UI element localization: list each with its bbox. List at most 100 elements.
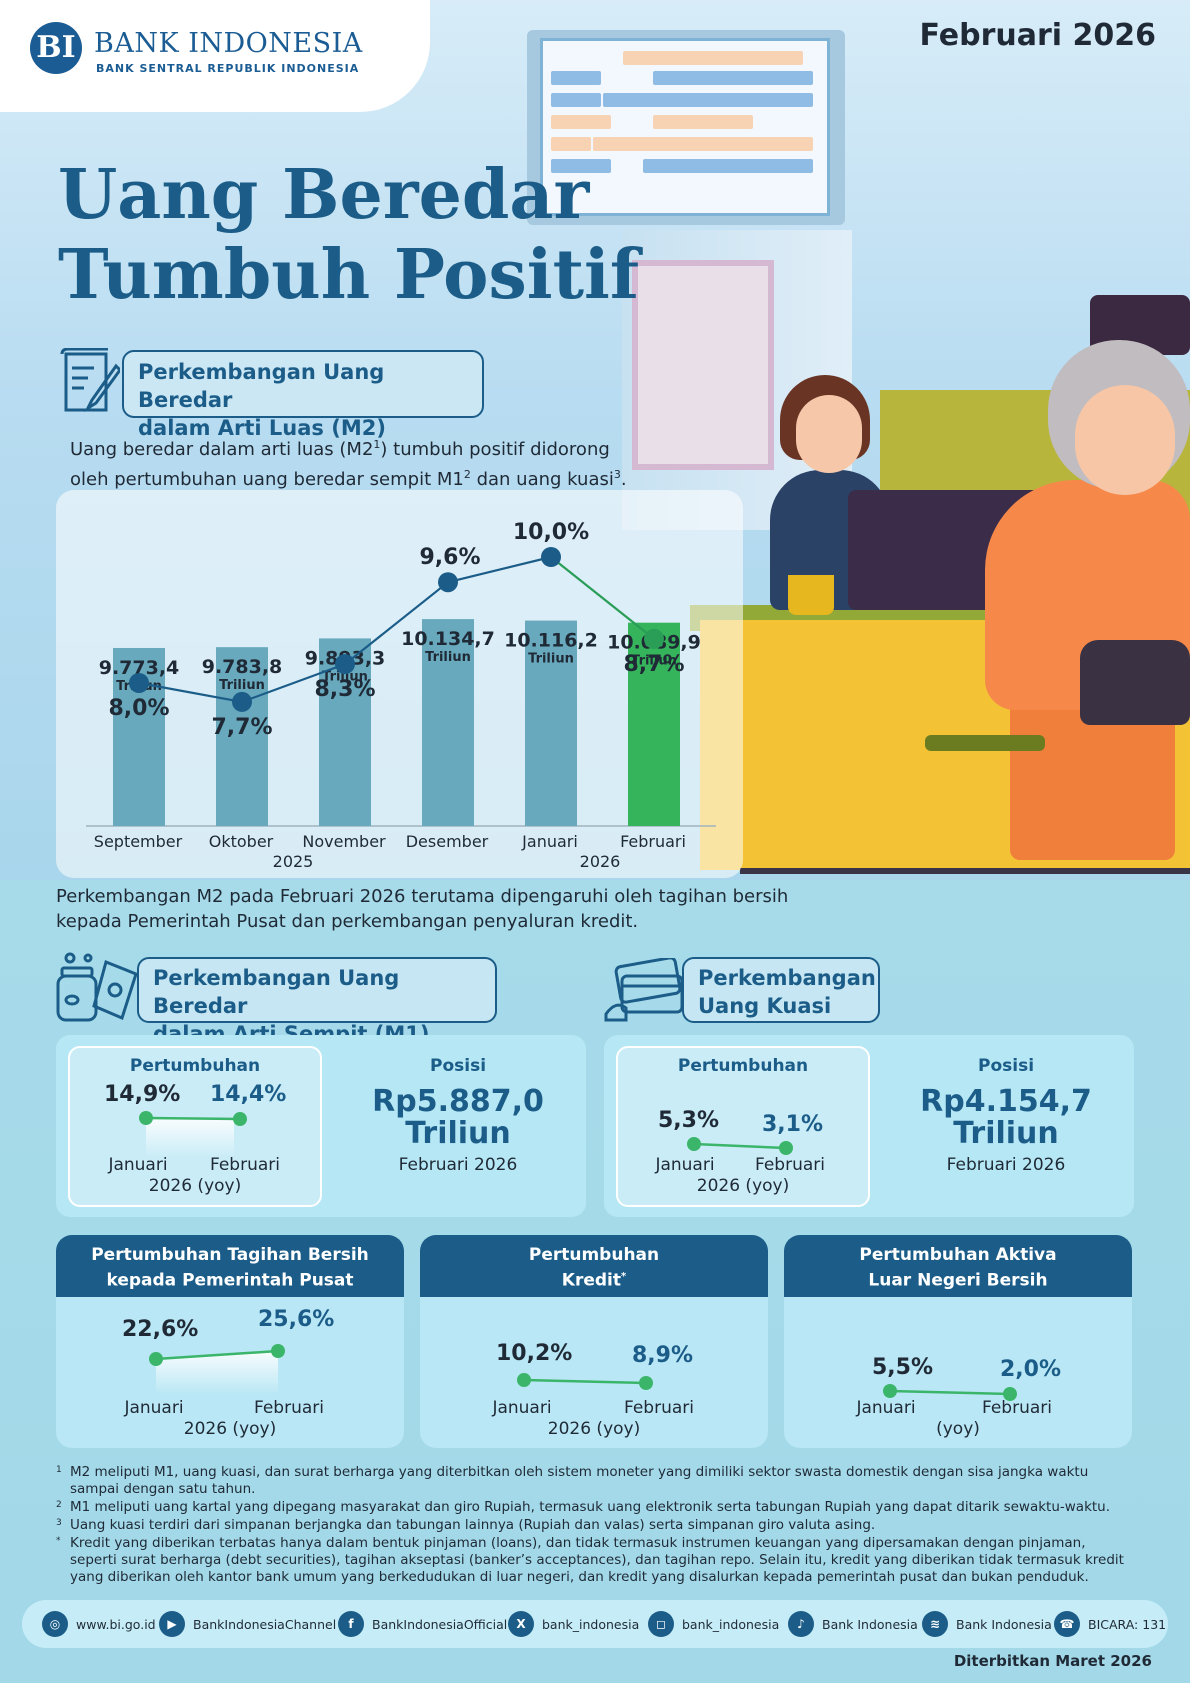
handbag-illustration (1080, 640, 1190, 725)
growth-point-oktober (232, 691, 252, 712)
m1-section-heading: Perkembangan Uang Beredar dalam Arti Sem… (137, 957, 497, 1046)
queue-monitor-screen (540, 38, 830, 216)
footnote-text: Kredit yang diberikan terbatas hanya dal… (70, 1535, 1124, 1585)
growth-point-februari (644, 628, 664, 649)
sparkline-line (889, 1389, 1011, 1396)
bar-januari (525, 620, 577, 826)
teller-face-illustration (796, 395, 862, 473)
social-label: Bank Indonesia (822, 1616, 918, 1632)
m2-heading-line-1: Perkembangan Uang Beredar (138, 360, 385, 412)
x-tick-label: September (94, 832, 183, 851)
bar-oktober (216, 647, 268, 826)
m1-position-period: Februari 2026 (398, 1155, 518, 1175)
money-jar-icon (56, 952, 138, 1022)
sparkline-line (523, 1378, 647, 1385)
m2-summary-text: Perkembangan M2 pada Februari 2026 terut… (56, 884, 856, 934)
footnote-3: 3 Uang kuasi terdiri dari simpanan berjan… (56, 1517, 1136, 1534)
bar-value-label: 9.773,4 (99, 657, 180, 679)
driver-value-january: 22,6% (122, 1317, 199, 1342)
growth-line-segment (138, 681, 243, 703)
x-tick-label: November (302, 832, 386, 851)
footnote-1: 1 M2 meliputi M1, uang kuasi, dan surat b… (56, 1464, 1136, 1498)
chair-illustration (925, 735, 1045, 751)
footnote-mark: 2 (56, 1500, 62, 1510)
instagram-icon: ◻ (648, 1611, 674, 1637)
driver-value-january: 5,5% (872, 1355, 934, 1380)
driver-period-note: 2026 (yoy) (547, 1419, 641, 1439)
driver-period-note: 2026 (yoy) (183, 1419, 277, 1439)
footnote-mark: 1 (56, 1465, 62, 1475)
bar-unit-label: Triliun (631, 654, 677, 669)
social-label: bank_indonesia (542, 1616, 640, 1632)
social-link-youtube[interactable]: ▶ BankIndonesiaChannel (159, 1611, 336, 1637)
kuasi-position-label: Posisi (977, 1056, 1035, 1076)
bar-value-label: 9.783,8 (202, 656, 283, 678)
sparkline-point-january (139, 1111, 153, 1125)
bar-desember (422, 619, 474, 826)
driver-card-government-claims: Pertumbuhan Tagihan Bersih kepada Pemeri… (56, 1235, 404, 1448)
m1-growth-january: 14,9% (104, 1082, 181, 1107)
m1-month-january: Januari (108, 1155, 168, 1175)
kuasi-growth-card (616, 1046, 870, 1207)
social-label: BankIndonesiaOfficial (372, 1616, 508, 1632)
driver-value-january: 10,2% (496, 1341, 573, 1366)
report-period: Februari 2026 (919, 18, 1156, 53)
driver-value-february: 2,0% (1000, 1357, 1062, 1382)
driver-month-february: Februari (254, 1398, 324, 1418)
footnotes: 1 M2 meliputi M1, uang kuasi, dan surat b… (56, 1464, 1136, 1587)
bar-unit-label: Triliun (322, 669, 368, 684)
growth-point-september (129, 673, 149, 693)
m2-intro-part: . (620, 469, 627, 490)
growth-point-januari (541, 547, 561, 567)
bar-value-label: 10.116,2 (504, 630, 598, 652)
social-link-facebook[interactable]: f BankIndonesiaOfficial (338, 1611, 507, 1637)
sparkline-point-january (149, 1352, 163, 1366)
x-icon: X (508, 1611, 534, 1637)
driver-heading-line-2: kepada Pemerintah Pusat (106, 1270, 354, 1291)
driver-heading-line-1: Pertumbuhan Tagihan Bersih (91, 1245, 369, 1265)
kuasi-position-value: Rp4.154,7 (920, 1084, 1092, 1119)
social-link-bicara[interactable]: ☎ BICARA: 131 (1054, 1611, 1166, 1637)
driver-month-january: Januari (124, 1398, 184, 1418)
social-link-spotify[interactable]: ≋ Bank Indonesia (922, 1611, 1052, 1637)
driver-sparkline (517, 1373, 653, 1390)
driver-heading-line-2: Kredit (561, 1270, 621, 1291)
driver-sparkline (149, 1344, 285, 1395)
sparkline-line (155, 1349, 279, 1361)
m2-intro-part: ) tumbuh positif didorong (380, 439, 610, 460)
m2-heading-line-2: dalam Arti Luas (M2) (138, 416, 386, 440)
driver-month-january: Januari (492, 1398, 552, 1418)
driver-card-heading: Pertumbuhan Kredit* (420, 1235, 768, 1297)
page-title-line-2: Tumbuh Positif (58, 235, 640, 315)
social-link-instagram[interactable]: ◻ bank_indonesia (648, 1611, 779, 1637)
growth-value-label: 8,7% (623, 652, 684, 677)
sparkline-point-january (517, 1373, 531, 1387)
bar-value-label: 10.134,7 (401, 628, 495, 650)
m2-intro-part: dan uang kuasi (470, 469, 614, 490)
year-label-2025: 2025 (273, 852, 314, 871)
plant-pot-illustration (788, 575, 834, 615)
social-media-bar (22, 1600, 1168, 1648)
footnote-ref: 3 (613, 468, 621, 481)
growth-value-label: 8,3% (314, 677, 375, 702)
customer-face-illustration (1075, 385, 1175, 495)
m1-growth-label: Pertumbuhan (129, 1056, 261, 1076)
growth-value-label: 8,0% (108, 696, 169, 721)
social-label: BankIndonesiaChannel (193, 1616, 337, 1632)
driver-value-february: 8,9% (632, 1343, 694, 1368)
driver-card-credit: Pertumbuhan Kredit* 10,2% 8,9% Januari F… (420, 1235, 768, 1448)
driver-card-heading: Pertumbuhan Tagihan Bersih kepada Pemeri… (56, 1235, 404, 1297)
driver-card-heading: Pertumbuhan Aktiva Luar Negeri Bersih (784, 1235, 1132, 1297)
kuasi-position-period: Februari 2026 (946, 1155, 1066, 1175)
social-link-tiktok[interactable]: ♪ Bank Indonesia (788, 1611, 918, 1637)
sparkline-point-february (779, 1141, 793, 1155)
x-tick-label: Januari (521, 832, 578, 851)
social-link-website[interactable]: ◎ www.bi.go.id (42, 1611, 156, 1637)
driver-heading-line-1: Pertumbuhan Aktiva (859, 1245, 1057, 1265)
x-tick-label: Desember (406, 832, 489, 851)
kuasi-month-january: Januari (655, 1155, 715, 1175)
growth-line-segment (550, 556, 655, 640)
bank-indonesia-logo-icon: BI (30, 22, 82, 74)
m1-month-february: Februari (210, 1155, 280, 1175)
